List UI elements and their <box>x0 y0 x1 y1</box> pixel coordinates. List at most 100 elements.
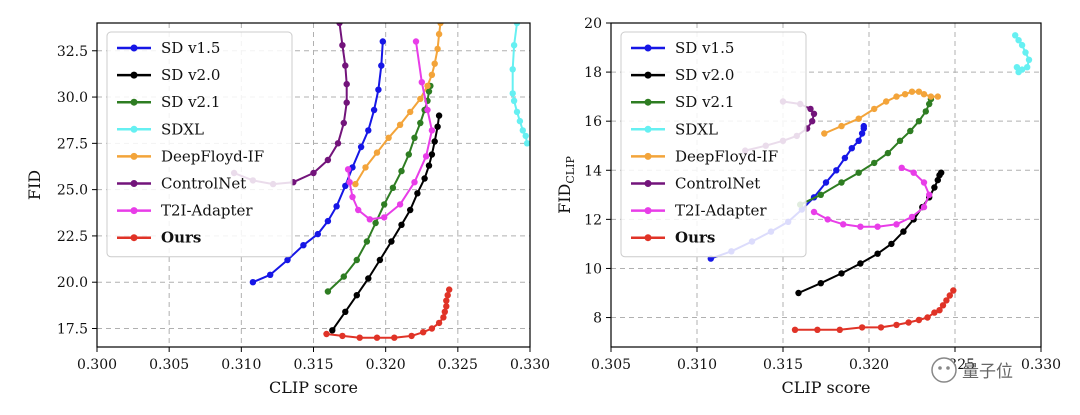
data-point <box>920 179 928 186</box>
data-point <box>342 182 349 190</box>
data-point <box>375 86 382 93</box>
legend-label: SD v2.0 <box>161 66 220 84</box>
data-point <box>362 164 369 171</box>
data-point <box>817 191 824 198</box>
y-tick-label: 16 <box>584 114 602 130</box>
data-point <box>874 250 881 257</box>
data-point <box>857 260 864 267</box>
x-tick-label: 0.325 <box>438 357 478 373</box>
data-point <box>855 137 862 144</box>
data-point <box>431 138 438 145</box>
data-point <box>446 286 453 293</box>
legend-swatch-marker <box>644 152 652 160</box>
data-point <box>314 230 321 238</box>
y-tick-label: 32.5 <box>57 44 88 60</box>
data-point <box>389 184 397 191</box>
data-point <box>366 216 373 223</box>
data-point <box>339 42 346 49</box>
y-tick-label: 20.0 <box>57 275 88 291</box>
data-point <box>858 130 866 137</box>
legend-swatch-marker <box>130 152 138 160</box>
legend-label: SD v1.5 <box>675 39 734 57</box>
data-point <box>810 208 818 216</box>
data-point <box>523 140 530 147</box>
data-point <box>408 332 415 340</box>
legend-label: SDXL <box>675 120 718 138</box>
data-point <box>946 292 953 299</box>
data-point <box>838 270 845 277</box>
series-line-ours <box>795 289 955 331</box>
data-point <box>908 88 916 95</box>
data-point <box>411 179 418 186</box>
data-point <box>310 169 317 177</box>
data-point <box>435 30 443 38</box>
data-point <box>428 127 436 134</box>
data-point <box>376 256 384 264</box>
data-point <box>440 314 447 321</box>
data-point <box>373 149 381 156</box>
data-point <box>424 106 431 114</box>
right-panel-fid-clip: 0.3050.3100.3150.3200.3250.3308101214161… <box>555 16 1061 397</box>
legend-label: Ours <box>161 229 201 247</box>
y-tick-label: 10 <box>584 261 602 277</box>
data-point <box>342 308 349 315</box>
data-point <box>883 98 890 105</box>
data-point <box>893 221 900 228</box>
data-point <box>908 213 916 221</box>
data-point <box>441 308 448 315</box>
x-axis-title: CLIP score <box>782 378 871 397</box>
data-point <box>352 180 359 188</box>
data-point <box>907 127 914 135</box>
data-point <box>428 151 436 158</box>
data-point <box>411 134 418 141</box>
legend-label: SD v2.1 <box>675 93 734 111</box>
data-point <box>424 82 431 90</box>
data-point <box>931 184 938 191</box>
data-point <box>443 297 450 304</box>
data-point <box>522 132 529 140</box>
data-point <box>356 334 363 341</box>
data-point <box>938 169 945 176</box>
data-point <box>324 156 332 164</box>
data-point <box>381 214 388 221</box>
data-point <box>898 164 905 171</box>
data-point <box>388 238 395 245</box>
y-tick-label: 22.5 <box>57 229 88 245</box>
data-point <box>939 302 947 309</box>
data-point <box>510 97 518 105</box>
data-point <box>858 324 866 331</box>
y-tick-label: 12 <box>584 212 602 228</box>
data-point <box>1025 56 1033 63</box>
legend-swatch-marker <box>644 71 652 79</box>
data-point <box>344 166 352 173</box>
data-point <box>365 275 372 282</box>
data-point <box>915 118 923 125</box>
legend-box <box>620 31 807 258</box>
legend-swatch-marker <box>130 234 138 242</box>
axes-frame <box>610 22 1042 348</box>
data-point <box>884 149 892 157</box>
data-point <box>905 319 912 326</box>
legend-swatch-marker <box>130 125 138 133</box>
data-point <box>1018 41 1026 49</box>
data-point <box>417 95 424 103</box>
data-point <box>323 330 330 338</box>
data-point <box>855 169 862 176</box>
data-point <box>420 329 427 336</box>
data-point <box>428 71 436 79</box>
data-point <box>510 42 518 49</box>
data-point <box>817 280 824 287</box>
data-point <box>810 110 818 118</box>
data-point <box>373 334 381 341</box>
data-point <box>398 221 405 228</box>
legend-swatch-marker <box>130 180 138 187</box>
data-point <box>1023 63 1031 71</box>
legend-label: DeepFloyd-IF <box>675 147 778 165</box>
watermark-icon-dot <box>938 366 942 370</box>
data-point <box>920 91 928 98</box>
legend-label: T2I-Adapter <box>161 202 253 220</box>
data-point <box>340 273 347 280</box>
legend-label: DeepFloyd-IF <box>161 147 264 165</box>
data-point <box>855 115 862 122</box>
data-point <box>405 151 412 158</box>
